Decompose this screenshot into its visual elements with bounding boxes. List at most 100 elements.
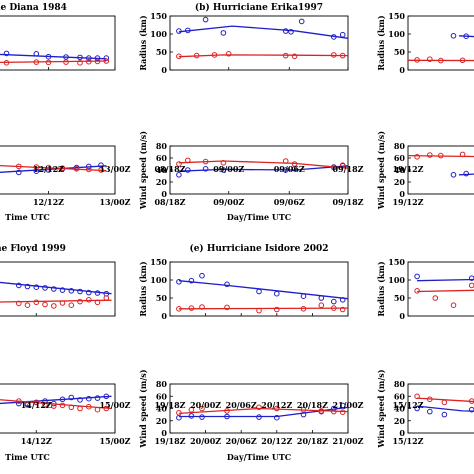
panel-4-top-series-2-point <box>86 297 92 303</box>
panel-3-bottom-series-2-point <box>459 151 466 158</box>
panel-4-top-series-2-point <box>77 298 83 305</box>
panel-5-top-series-1-point <box>331 298 337 305</box>
panel-4-top-series-1-point <box>24 283 31 290</box>
panel-5-bottom-series-2-point <box>256 404 262 411</box>
panel-2-bottom-series-2-point <box>339 162 346 168</box>
panel-6-bottom-series-2-point <box>427 396 433 403</box>
panel-2-bottom-series-1-point <box>176 172 182 178</box>
panel-4-top-frame <box>0 261 116 317</box>
panel-2-bottom-series-2-fit-line <box>178 160 349 169</box>
panel-6-top-series-2-point <box>450 302 457 309</box>
panel-4-bottom-xtick-label: 15/00Z <box>99 436 130 446</box>
panel-5-bottom-series-2-point <box>331 408 337 415</box>
panel-5-bottom-xtick-label: 20/00Z <box>190 436 221 446</box>
panel-1-top-series-1-point <box>103 55 110 61</box>
panel-4-bottom-series-1-point <box>94 395 101 401</box>
panel-5-top-ytick-label: 150 <box>150 257 167 267</box>
panel-6-bottom-series-1-point <box>468 406 474 413</box>
panel-2-bottom-ytick-label: 0 <box>161 189 167 199</box>
panel-5-bottom-series-1-point <box>199 414 205 420</box>
panel-6-bottom-ytick-label: 80 <box>394 379 406 389</box>
panel-5-bottom-series-2-point <box>318 408 325 414</box>
panel-5-bottom-series-2-point <box>274 405 280 412</box>
panel-4-top-xtick-label: 14/12Z <box>21 400 52 410</box>
panel-5-top-xtick-label: 20/18Z <box>297 400 328 410</box>
panel-5-top-series-2-point <box>300 306 307 312</box>
panel-2-bottom-series-2-point <box>331 164 337 171</box>
panel-4-top-series-2-point <box>103 295 110 301</box>
panel-6-bottom-series-1-point <box>441 411 448 418</box>
panel-4-top-series-2-point <box>33 299 40 306</box>
panel-5-top-series-2-point <box>331 305 337 311</box>
panel-3-top-frame <box>407 15 474 71</box>
panel-6-top-ytick-label: 0 <box>399 311 405 321</box>
panel-2-top-ylabel: Radius (km) <box>138 15 148 71</box>
panel-1-bottom-series-2-point <box>73 166 80 172</box>
panel-5-bottom-xtick-label: 20/18Z <box>297 436 328 446</box>
panel-2-top-series-1-point <box>176 28 182 34</box>
panel-3-bottom-xtick-label: 19/12Z <box>392 197 423 207</box>
panel-5-top-frame <box>169 261 349 317</box>
panel-5-top-series-2-point <box>199 304 205 310</box>
panel-3-top-ytick-label: 0 <box>399 65 405 75</box>
panel-3-bottom-series-2-point <box>414 154 420 160</box>
panel-2-bottom-ytick-label: 20 <box>156 177 168 187</box>
panel-6-bottom-series-2-fit-line <box>417 397 474 403</box>
panel-2-bottom-series-2-point <box>202 158 209 165</box>
panel-6-bottom-series-1-fit-line <box>417 405 474 412</box>
panel-5-bottom-ylabel: Wind speed (m/s) <box>138 369 148 448</box>
panel-4-bottom-series-2-point <box>86 403 92 410</box>
panel-5-top-series-1-point <box>300 293 307 300</box>
panel-1-top-series-2-point <box>63 59 69 65</box>
panel-4-top-series-1-point <box>77 288 83 295</box>
panel-4-bottom-series-2-point <box>24 400 31 407</box>
panel-5-bottom-ytick-label: 80 <box>156 379 168 389</box>
panel-5-top-series-1-fit-line <box>178 280 349 300</box>
panel-6-top-series-2-point <box>432 295 439 301</box>
panel-6-bottom-xtick-label: 15/12Z <box>392 436 423 446</box>
panel-4-top-series-2-point <box>42 301 48 308</box>
panel-2-bottom-series-1-point <box>220 167 227 173</box>
panel-2-bottom-ylabel: Wind speed (m/s) <box>138 131 148 210</box>
panel-3-bottom-ytick-label: 80 <box>394 141 406 151</box>
panel-1-top-series-1-point <box>86 55 92 61</box>
panel-2-top-series-2-point <box>193 52 200 59</box>
panel-4-bottom-series-2-point <box>59 402 66 409</box>
panel-2-top-xtick-label: 09/00Z <box>213 164 244 174</box>
panel-2-top-series-2-point <box>291 53 298 60</box>
panel-2-bottom-ytick-label: 60 <box>156 153 168 163</box>
panel-2-xlabel: Day/Time UTC <box>227 212 291 222</box>
panel-1-bottom-xtick-label: 12/12Z <box>33 197 64 207</box>
panel-4-top-series-1-point <box>51 286 57 292</box>
panel-6-top-ytick-label: 150 <box>388 257 405 267</box>
panel-2-bottom-series-1-fit-line <box>178 165 349 172</box>
panel-1-bottom-series-2-point <box>59 165 66 171</box>
panel-4-bottom-series-2-point <box>94 406 101 413</box>
panel-4-top-series-2-point <box>68 302 75 309</box>
panel-1-top-xtick-label: 12/12Z <box>33 164 64 174</box>
panel-5-top-series-1-point <box>274 290 280 297</box>
panel-3-bottom-ytick-label: 40 <box>394 165 406 175</box>
panel-3-bottom-ytick-label: 20 <box>394 177 406 187</box>
panel-3-top-series-2-point <box>414 57 420 63</box>
panel-2-top-series-2-point <box>339 52 346 59</box>
panel-2-bottom-series-2-point <box>185 157 191 164</box>
panel-5-top-ytick-label: 100 <box>150 275 167 285</box>
panel-2-top-series-1-point <box>288 29 294 35</box>
panel-3-top-series-1-point <box>463 33 470 40</box>
panel-5-bottom-series-1-point <box>256 414 262 420</box>
panel-2-bottom-xtick-label: 08/18Z <box>154 197 185 207</box>
panel-5-bottom-series-2-point <box>224 408 230 414</box>
panel-2-top-series-1-point <box>202 16 209 23</box>
panel-5-bottom-xtick-label: 20/12Z <box>261 436 292 446</box>
panel-1-bottom-series-2-point <box>16 163 22 170</box>
panel-2-bottom-xtick-label: 09/00Z <box>213 197 244 207</box>
panel-2-top-xtick-label: 09/18Z <box>332 164 363 174</box>
panel-4-xlabel: Time UTC <box>5 452 50 462</box>
panel-3-bottom-ylabel: Wind speed (m/s) <box>376 131 386 210</box>
panel-5-top-series-2-point <box>274 306 280 313</box>
panel-4-top-series-2-point <box>59 300 66 306</box>
panel-5-bottom-series-2-fit-line <box>178 407 349 415</box>
panel-5-top-ytick-label: 0 <box>161 311 167 321</box>
panel-1-bottom-series-1-point <box>16 169 22 176</box>
